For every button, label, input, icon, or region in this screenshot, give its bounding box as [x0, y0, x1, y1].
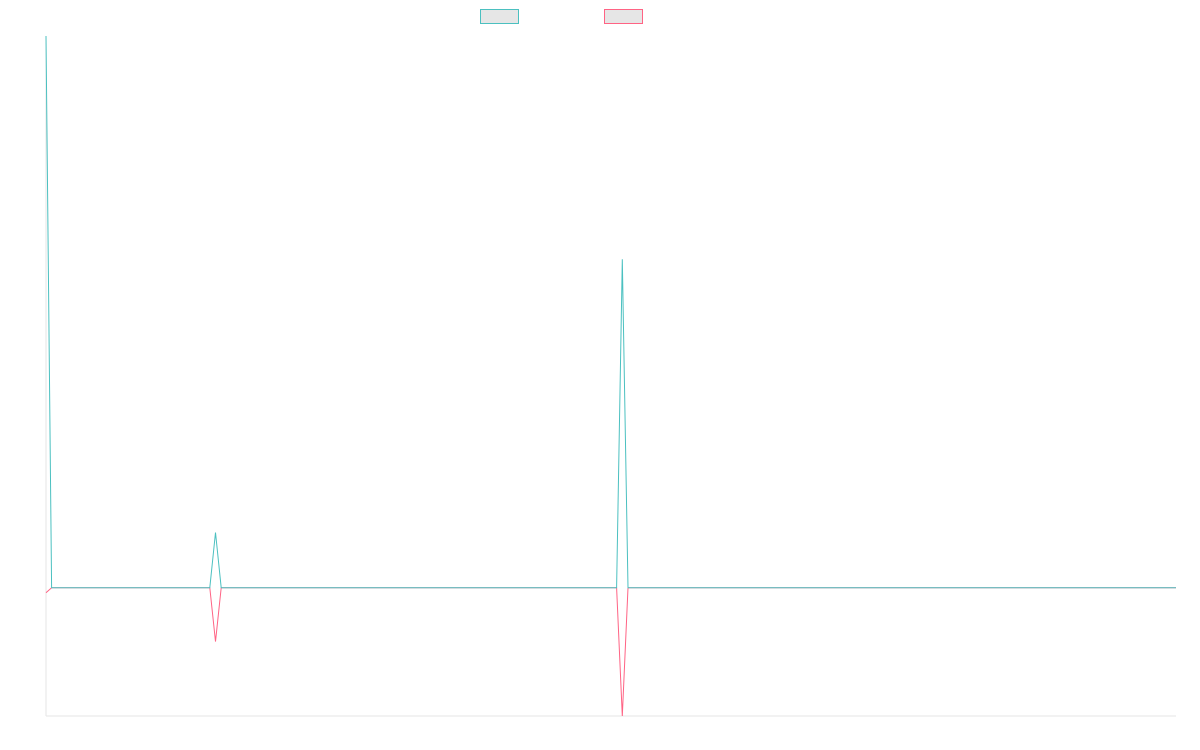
legend [0, 9, 1200, 26]
series-layer [45, 35, 1176, 717]
legend-item-series-2[interactable] [604, 9, 643, 24]
series-line-1 [45, 35, 1176, 589]
legend-swatch-series-2 [604, 9, 643, 24]
axes [45, 36, 1176, 717]
legend-swatch-series-1 [480, 9, 519, 24]
series-line-2 [45, 587, 1176, 717]
legend-item-series-1[interactable] [480, 9, 519, 24]
